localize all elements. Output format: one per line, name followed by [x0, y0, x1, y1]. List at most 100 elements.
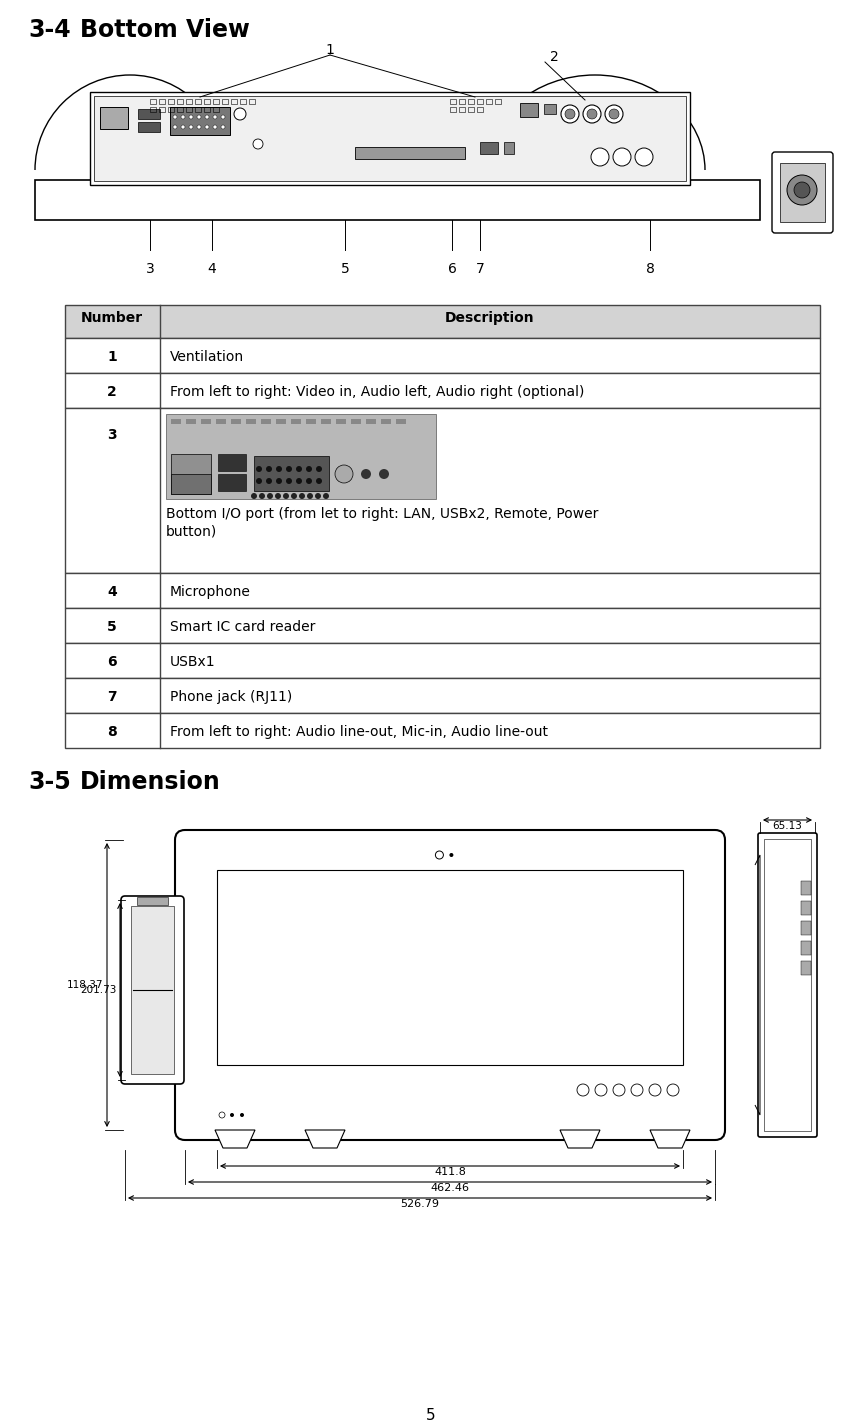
Circle shape — [306, 466, 312, 472]
Circle shape — [296, 466, 302, 472]
Circle shape — [316, 477, 322, 485]
Bar — [170, 107, 230, 135]
Circle shape — [221, 125, 225, 130]
Circle shape — [256, 477, 262, 485]
Circle shape — [361, 469, 371, 479]
Text: Microphone: Microphone — [170, 586, 251, 598]
Circle shape — [323, 493, 329, 499]
Circle shape — [219, 1112, 225, 1119]
Text: Phone jack (RJ11): Phone jack (RJ11) — [170, 690, 293, 704]
Circle shape — [299, 493, 305, 499]
Circle shape — [266, 477, 272, 485]
Circle shape — [240, 1113, 244, 1117]
Bar — [544, 104, 556, 114]
Text: 8: 8 — [646, 262, 654, 276]
Circle shape — [230, 1113, 234, 1117]
Circle shape — [635, 148, 653, 165]
Text: Dimension: Dimension — [80, 770, 221, 794]
Bar — [131, 906, 174, 1074]
Bar — [480, 142, 498, 154]
Bar — [138, 123, 160, 133]
Bar — [171, 455, 211, 494]
Bar — [801, 881, 811, 895]
Text: 4: 4 — [208, 262, 217, 276]
Bar — [65, 338, 820, 373]
Bar — [520, 103, 538, 117]
Bar — [218, 475, 246, 492]
Circle shape — [173, 115, 177, 120]
Text: 1: 1 — [107, 351, 117, 363]
Polygon shape — [305, 1130, 345, 1149]
Bar — [168, 98, 174, 104]
Circle shape — [609, 108, 619, 120]
Bar — [138, 108, 160, 120]
Bar — [468, 98, 474, 104]
Bar — [65, 643, 820, 678]
Circle shape — [296, 477, 302, 485]
Circle shape — [794, 182, 810, 198]
Circle shape — [613, 148, 631, 165]
Text: 462.46: 462.46 — [431, 1183, 469, 1193]
Text: Bottom I/O port (from let to right: LAN, USBx2, Remote, Power: Bottom I/O port (from let to right: LAN,… — [166, 507, 598, 522]
Circle shape — [181, 115, 185, 120]
FancyBboxPatch shape — [175, 829, 725, 1140]
Bar — [159, 98, 165, 104]
Text: 4: 4 — [107, 586, 117, 598]
Circle shape — [197, 115, 201, 120]
Bar — [801, 960, 811, 975]
Text: 5: 5 — [107, 620, 117, 634]
Bar — [459, 98, 465, 104]
Bar — [195, 107, 201, 113]
Circle shape — [591, 148, 609, 165]
Bar — [65, 408, 820, 573]
Circle shape — [577, 1084, 589, 1096]
Circle shape — [251, 493, 257, 499]
Text: 1: 1 — [325, 43, 335, 57]
Circle shape — [787, 175, 817, 205]
Bar — [801, 901, 811, 915]
Circle shape — [307, 493, 313, 499]
Text: 526.79: 526.79 — [400, 1198, 439, 1208]
Circle shape — [253, 140, 263, 150]
Bar — [168, 107, 174, 113]
Text: 201.73: 201.73 — [80, 985, 117, 995]
Text: 118.37: 118.37 — [66, 980, 103, 990]
Polygon shape — [215, 1130, 255, 1149]
Circle shape — [565, 108, 575, 120]
Circle shape — [613, 1084, 625, 1096]
Text: button): button) — [166, 524, 217, 539]
Bar — [100, 107, 128, 130]
Text: Description: Description — [445, 311, 535, 325]
Bar — [65, 608, 820, 643]
Bar — [65, 305, 820, 338]
Bar — [246, 419, 256, 425]
Bar — [186, 98, 192, 104]
Circle shape — [335, 465, 353, 483]
Circle shape — [587, 108, 597, 120]
Circle shape — [436, 851, 444, 859]
Bar — [222, 98, 228, 104]
Text: Ventilation: Ventilation — [170, 351, 244, 363]
Bar — [65, 373, 820, 408]
Circle shape — [631, 1084, 643, 1096]
Text: Bottom View: Bottom View — [80, 19, 250, 41]
Bar — [249, 98, 255, 104]
Bar — [166, 415, 436, 499]
Bar — [150, 107, 156, 113]
Bar — [477, 107, 483, 113]
Bar — [495, 98, 501, 104]
Text: 6: 6 — [107, 656, 117, 668]
Circle shape — [197, 125, 201, 130]
Bar — [186, 419, 196, 425]
Circle shape — [213, 125, 217, 130]
Bar — [204, 107, 210, 113]
Bar — [468, 107, 474, 113]
Text: Number: Number — [81, 311, 143, 325]
Bar — [801, 940, 811, 955]
Text: 8: 8 — [107, 725, 117, 740]
Polygon shape — [560, 1130, 600, 1149]
Bar — [381, 419, 391, 425]
Text: 7: 7 — [107, 690, 117, 704]
Bar — [150, 98, 156, 104]
Bar — [231, 419, 241, 425]
